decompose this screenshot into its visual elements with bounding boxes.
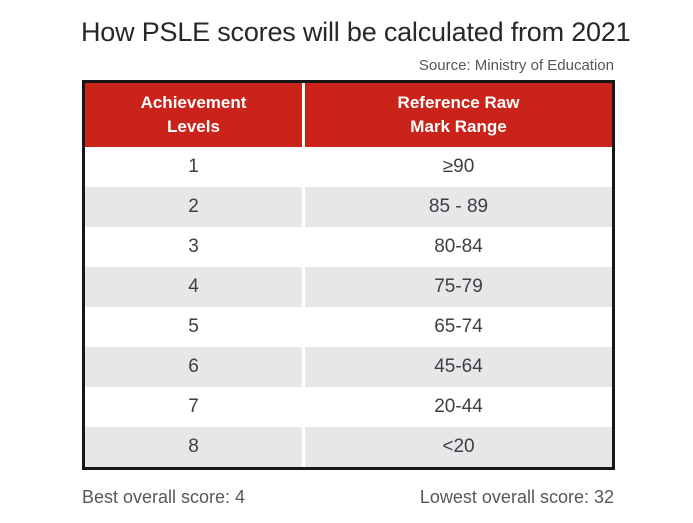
achievement-level-cell: 3	[85, 227, 302, 267]
mark-range-cell: 20-44	[305, 387, 612, 427]
achievement-level-cell: 4	[85, 267, 302, 307]
table-row: 6 45-64	[85, 347, 612, 387]
mark-range-cell: 85 - 89	[305, 187, 612, 227]
mark-range-cell: 65-74	[305, 307, 612, 347]
mark-range-cell: ≥90	[305, 147, 612, 187]
table-header-row: Achievement Levels Reference Raw Mark Ra…	[85, 83, 612, 147]
column-header-reference-raw-mark-range: Reference Raw Mark Range	[305, 83, 612, 147]
mark-range-cell: <20	[305, 427, 612, 467]
source-attribution: Source: Ministry of Education	[418, 57, 614, 74]
mark-range-cell: 80-84	[305, 227, 612, 267]
achievement-level-cell: 8	[85, 427, 302, 467]
table-row: 8 <20	[85, 427, 612, 467]
achievement-level-cell: 2	[85, 187, 302, 227]
achievement-level-cell: 1	[85, 147, 302, 187]
table-row: 1 ≥90	[85, 147, 612, 187]
table-row: 3 80-84	[85, 227, 612, 267]
lowest-overall-score-note: Lowest overall score: 32	[419, 487, 614, 507]
table-row: 4 75-79	[85, 267, 612, 307]
psle-score-table: Achievement Levels Reference Raw Mark Ra…	[82, 80, 615, 470]
achievement-level-cell: 5	[85, 307, 302, 347]
mark-range-cell: 45-64	[305, 347, 612, 387]
table-row: 7 20-44	[85, 387, 612, 427]
best-overall-score-note: Best overall score: 4	[82, 487, 246, 507]
table-row: 5 65-74	[85, 307, 612, 347]
mark-range-cell: 75-79	[305, 267, 612, 307]
achievement-level-cell: 6	[85, 347, 302, 387]
achievement-level-cell: 7	[85, 387, 302, 427]
table-row: 2 85 - 89	[85, 187, 612, 227]
column-header-achievement-levels: Achievement Levels	[85, 83, 302, 147]
page-title: How PSLE scores will be calculated from …	[81, 17, 631, 47]
